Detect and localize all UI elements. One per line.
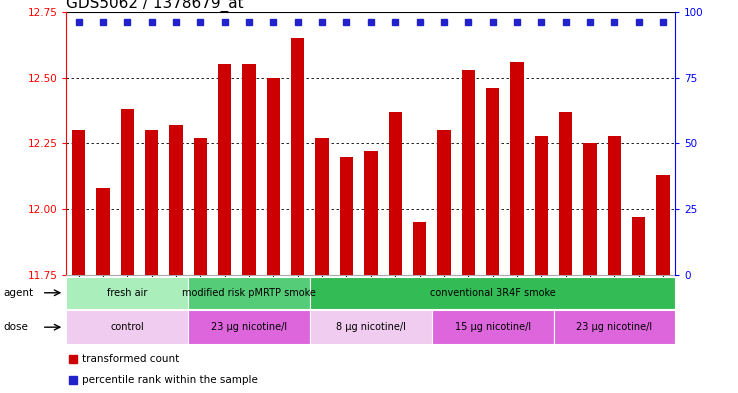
Text: 23 μg nicotine/l: 23 μg nicotine/l <box>576 322 652 332</box>
Bar <box>486 88 500 275</box>
Bar <box>364 151 378 275</box>
Text: fresh air: fresh air <box>107 288 148 298</box>
Bar <box>266 77 280 275</box>
Bar <box>583 143 597 275</box>
Text: conventional 3R4F smoke: conventional 3R4F smoke <box>430 288 556 298</box>
Bar <box>218 64 232 275</box>
Bar <box>432 310 554 344</box>
Bar <box>559 112 573 275</box>
Text: 15 μg nicotine/l: 15 μg nicotine/l <box>455 322 531 332</box>
Bar <box>461 70 475 275</box>
Bar <box>413 222 427 275</box>
Bar <box>145 130 159 275</box>
Bar <box>607 136 621 275</box>
Bar <box>310 277 675 309</box>
Bar <box>534 136 548 275</box>
Bar <box>96 188 110 275</box>
Text: GDS5062 / 1378679_at: GDS5062 / 1378679_at <box>66 0 244 12</box>
Bar <box>242 64 256 275</box>
Bar <box>169 125 183 275</box>
Bar <box>66 310 188 344</box>
Bar <box>632 217 646 275</box>
Text: percentile rank within the sample: percentile rank within the sample <box>82 375 258 385</box>
Bar <box>193 138 207 275</box>
Text: 23 μg nicotine/l: 23 μg nicotine/l <box>211 322 287 332</box>
Text: modified risk pMRTP smoke: modified risk pMRTP smoke <box>182 288 316 298</box>
Text: agent: agent <box>4 288 34 298</box>
Bar <box>554 310 675 344</box>
Bar <box>437 130 451 275</box>
Bar <box>388 112 402 275</box>
Bar <box>188 277 310 309</box>
Bar <box>72 130 86 275</box>
Bar <box>188 310 310 344</box>
Bar <box>315 138 329 275</box>
Bar <box>510 62 524 275</box>
Text: transformed count: transformed count <box>82 354 179 364</box>
Bar <box>656 175 670 275</box>
Text: dose: dose <box>4 322 29 332</box>
Bar <box>120 109 134 275</box>
Text: control: control <box>111 322 144 332</box>
Bar <box>291 38 305 275</box>
Bar <box>339 157 354 275</box>
Bar <box>66 277 188 309</box>
Bar <box>310 310 432 344</box>
Text: 8 μg nicotine/l: 8 μg nicotine/l <box>336 322 406 332</box>
